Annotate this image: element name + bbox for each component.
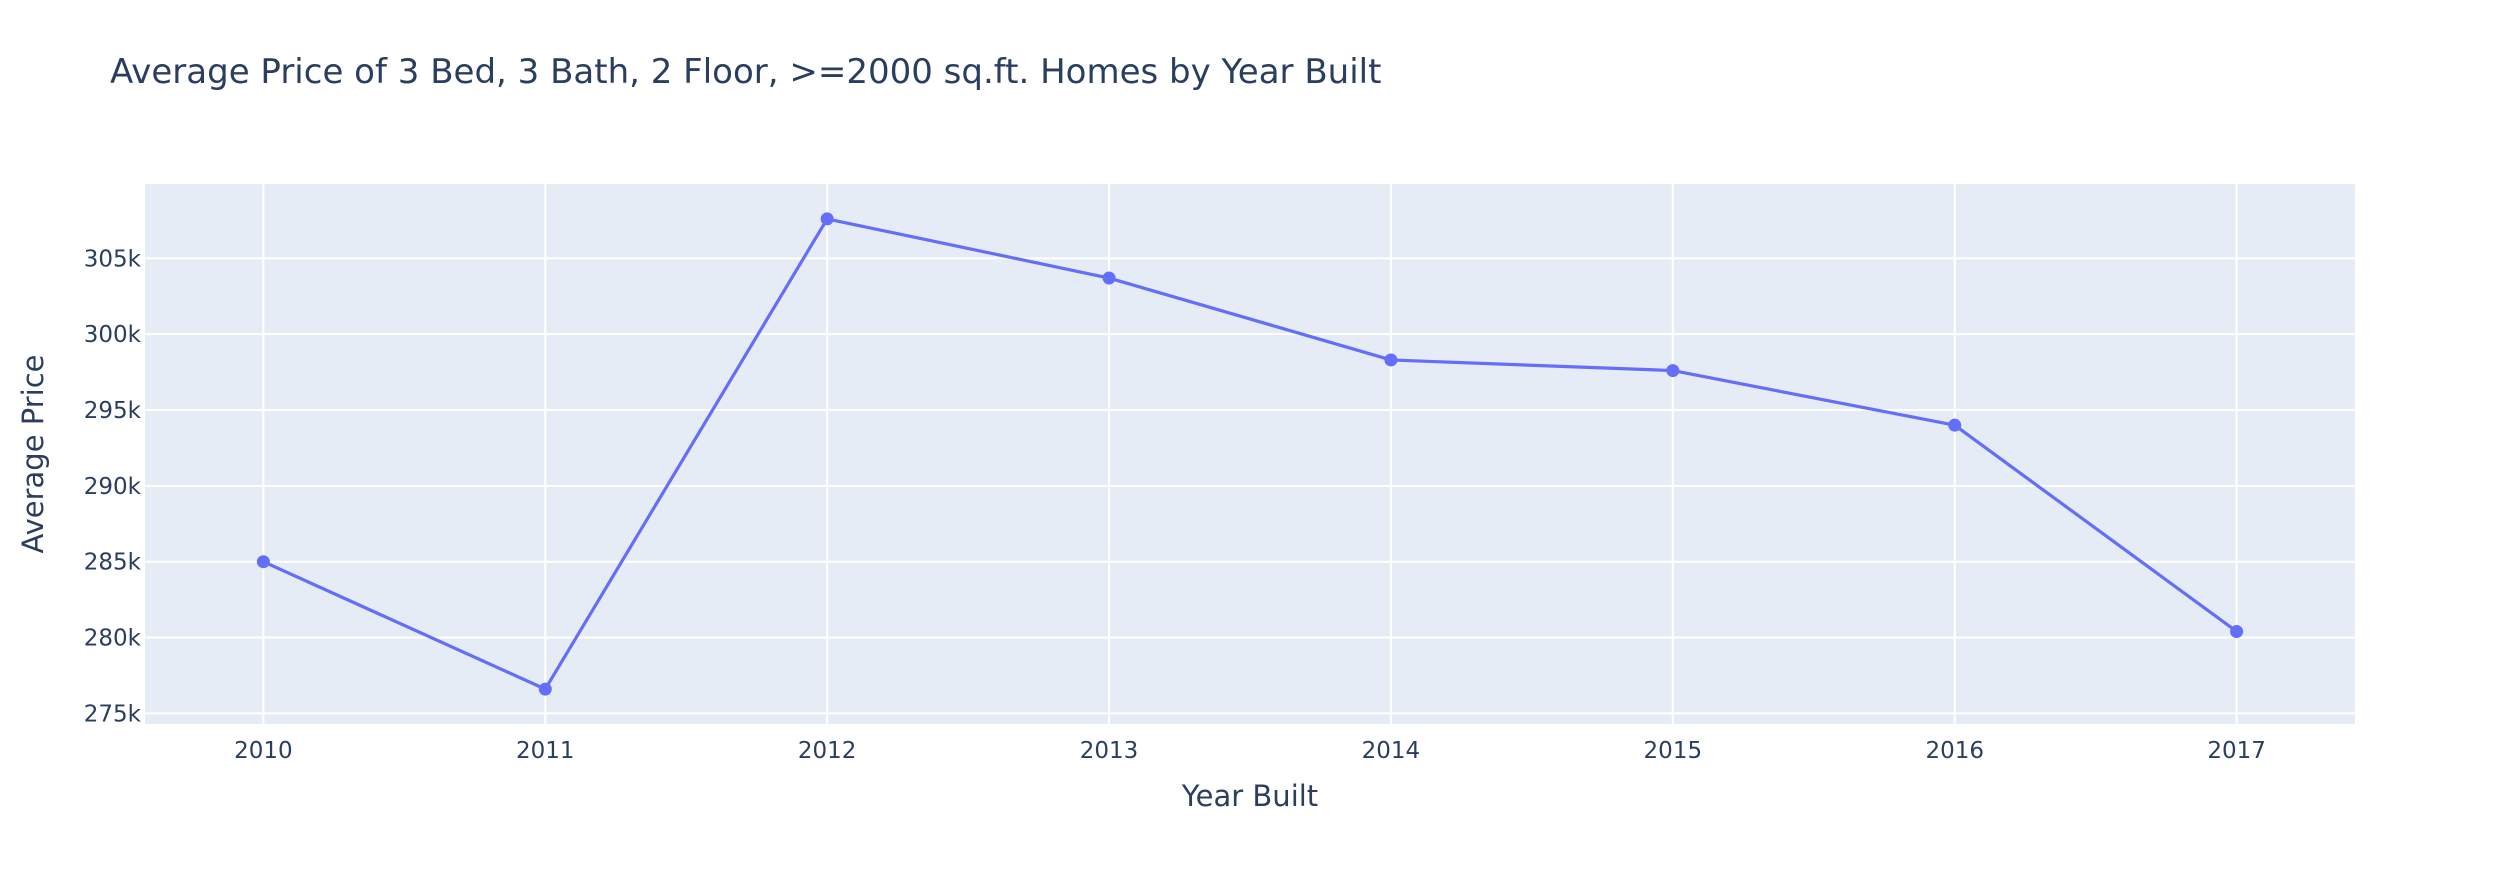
y-tick-label: 280k	[84, 626, 142, 652]
y-tick-label: 300k	[84, 322, 142, 348]
x-tick-label: 2012	[798, 738, 857, 764]
y-tick-label: 305k	[84, 246, 142, 272]
y-gridlines	[145, 257, 2355, 715]
data-point[interactable]	[256, 555, 270, 569]
x-axis-ticks: 2010 2011 2012 2013 2014 2015 2016 2017	[234, 738, 2266, 764]
data-point[interactable]	[820, 212, 834, 226]
x-tick-label: 2010	[234, 738, 293, 764]
data-point[interactable]	[538, 682, 552, 696]
x-axis-title: Year Built	[1181, 779, 1318, 813]
x-tick-label: 2014	[1362, 738, 1421, 764]
series-line	[262, 217, 2238, 691]
x-tick-label: 2016	[1925, 738, 1984, 764]
x-tick-label: 2017	[2207, 738, 2266, 764]
x-tick-label: 2011	[516, 738, 575, 764]
data-point[interactable]	[1384, 353, 1398, 367]
data-point[interactable]	[1666, 364, 1680, 378]
data-point[interactable]	[1948, 418, 1962, 432]
plot-area	[145, 184, 2355, 724]
y-tick-label: 295k	[84, 398, 142, 424]
series-layer	[256, 212, 2244, 696]
x-tick-label: 2013	[1080, 738, 1139, 764]
y-axis-title: Average Price	[16, 354, 50, 553]
y-tick-label: 290k	[84, 474, 142, 500]
y-tick-label: 275k	[84, 701, 142, 727]
x-tick-label: 2015	[1644, 738, 1703, 764]
data-point[interactable]	[1102, 271, 1116, 285]
data-point[interactable]	[2230, 624, 2244, 638]
y-axis-ticks: 275k 280k 285k 290k 295k 300k 305k	[84, 246, 142, 727]
y-tick-label: 285k	[84, 550, 142, 576]
chart-title: Average Price of 3 Bed, 3 Bath, 2 Floor,…	[110, 52, 1381, 92]
